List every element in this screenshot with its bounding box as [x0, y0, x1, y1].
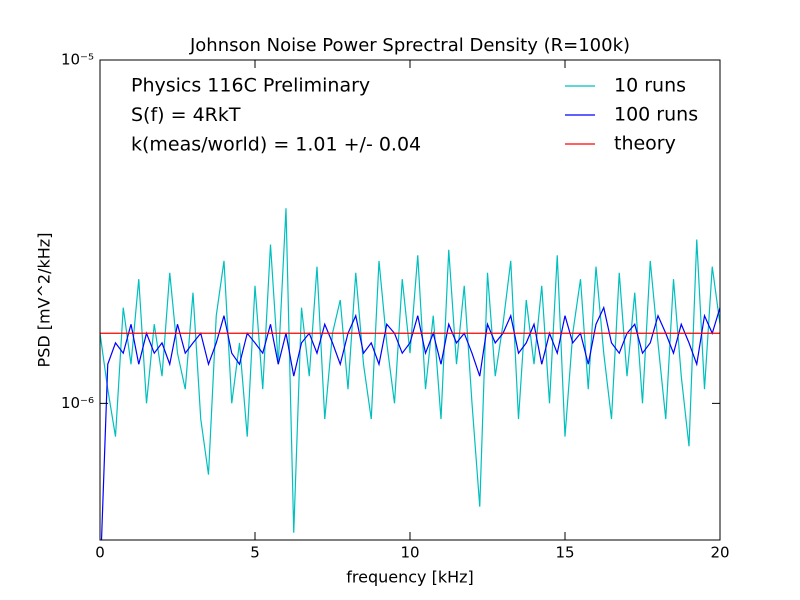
chart-title: Johnson Noise Power Sprectral Density (R… [189, 35, 630, 56]
x-tick-label: 20 [710, 544, 729, 562]
x-tick-label: 10 [400, 544, 419, 562]
series-line [100, 305, 720, 540]
y-tick-label: 10⁻⁵ [61, 51, 94, 69]
annotation: Physics 116C Preliminary [131, 75, 370, 97]
y-axis-label: PSD [mV^2/kHz] [35, 233, 54, 368]
legend-label: 100 runs [614, 104, 698, 126]
series-line [100, 208, 720, 533]
annotation: k(meas/world) = 1.01 +/- 0.04 [131, 134, 421, 156]
x-axis-label: frequency [kHz] [346, 568, 474, 587]
legend-label: 10 runs [614, 75, 686, 97]
x-tick-label: 0 [95, 544, 105, 562]
legend-label: theory [614, 133, 676, 155]
x-tick-label: 15 [555, 544, 574, 562]
y-tick-label: 10⁻⁶ [61, 394, 94, 412]
x-tick-label: 5 [250, 544, 260, 562]
annotation: S(f) = 4RkT [131, 104, 241, 126]
